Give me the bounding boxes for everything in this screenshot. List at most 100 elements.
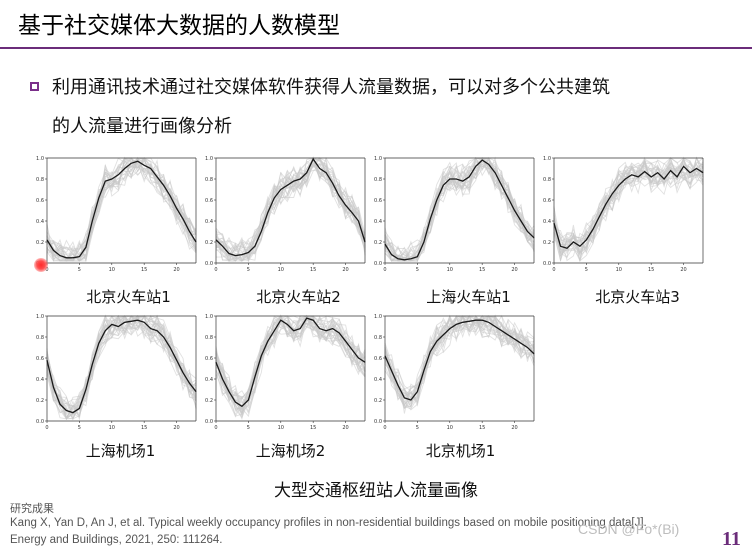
data-point — [702, 172, 704, 173]
data-point — [111, 178, 113, 180]
data-point — [92, 364, 93, 365]
data-point — [267, 212, 269, 213]
y-tick-label: 0.6 — [374, 198, 382, 204]
data-point — [235, 255, 236, 256]
data-point — [332, 328, 333, 329]
data-point — [358, 357, 359, 359]
mean-line — [215, 157, 366, 257]
x-tick-label: 0 — [383, 425, 386, 431]
chart-panel: 0.0 0.2 0.4 0.6 0.8 1.0 0 5 10 15 20 — [33, 310, 198, 435]
y-tick-label: 0.8 — [205, 335, 213, 341]
data-point — [592, 229, 594, 230]
x-tick-label: 20 — [342, 267, 348, 273]
data-point — [351, 349, 353, 350]
data-point — [85, 247, 87, 248]
data-point — [507, 334, 509, 336]
y-tick-label: 0.6 — [205, 198, 213, 204]
data-point — [494, 172, 496, 173]
data-point — [683, 166, 684, 167]
data-point — [46, 359, 48, 361]
data-point — [443, 334, 444, 336]
data-point — [520, 343, 522, 344]
y-tick-label: 0.0 — [36, 419, 44, 425]
sample-curve — [553, 159, 704, 257]
y-tick-label: 0.2 — [374, 240, 382, 246]
data-point — [456, 324, 457, 325]
chart-panel: 0.0 0.2 0.4 0.6 0.8 1.0 0 5 10 15 20 — [202, 310, 367, 435]
y-tick-label: 0.6 — [36, 356, 44, 362]
x-tick-label: 10 — [109, 425, 115, 431]
y-tick-label: 0.8 — [36, 335, 44, 341]
chart-label: 上海机场1 — [85, 442, 156, 460]
data-point — [599, 216, 600, 218]
chart-label: 上海机场2 — [255, 442, 326, 460]
sample-curve — [46, 157, 197, 262]
data-point — [137, 319, 138, 321]
x-tick-label: 10 — [447, 425, 453, 431]
data-point — [59, 255, 61, 256]
data-point — [235, 401, 236, 403]
x-tick-label: 15 — [310, 267, 316, 273]
data-point — [53, 387, 54, 388]
data-point — [182, 218, 184, 220]
y-tick-label: 0.4 — [36, 377, 44, 383]
sample-curve — [215, 157, 366, 262]
data-point — [436, 199, 438, 201]
data-point — [124, 322, 125, 323]
data-point — [169, 347, 171, 348]
data-point — [338, 195, 340, 197]
y-tick-label: 0.0 — [543, 261, 551, 267]
x-tick-label: 10 — [278, 267, 284, 273]
data-point — [274, 197, 275, 199]
data-point — [215, 361, 217, 363]
y-tick-label: 1.0 — [374, 156, 382, 162]
data-point — [475, 166, 476, 167]
sample-curve — [215, 156, 366, 262]
data-point — [449, 328, 451, 329]
data-point — [293, 180, 294, 182]
y-tick-label: 0.2 — [205, 240, 213, 246]
data-point — [143, 322, 145, 323]
chart-label: 北京火车站3 — [595, 288, 680, 306]
x-tick-label: 20 — [342, 425, 348, 431]
chart-label: 上海火车站1 — [426, 288, 511, 306]
x-tick-label: 15 — [479, 267, 485, 273]
cursor-marker-icon — [34, 258, 48, 272]
data-point — [254, 376, 256, 378]
data-point — [228, 391, 230, 392]
mean-line — [46, 160, 197, 259]
data-point — [443, 185, 444, 186]
x-tick-label: 20 — [680, 267, 686, 273]
data-point — [553, 222, 555, 224]
data-point — [118, 326, 119, 327]
data-point — [625, 178, 626, 180]
data-point — [287, 324, 288, 325]
x-tick-label: 5 — [416, 425, 419, 431]
data-point — [118, 174, 119, 176]
x-tick-label: 15 — [479, 425, 485, 431]
x-tick-label: 5 — [247, 267, 250, 273]
data-point — [176, 208, 177, 209]
data-point — [280, 319, 282, 321]
data-point — [182, 372, 184, 373]
y-tick-label: 1.0 — [374, 314, 382, 320]
data-point — [306, 317, 307, 319]
data-point — [430, 218, 431, 220]
mean-line — [46, 319, 197, 414]
data-point — [248, 252, 249, 253]
data-point — [195, 241, 197, 243]
x-tick-label: 10 — [447, 267, 453, 273]
data-point — [79, 256, 80, 257]
x-tick-label: 0 — [383, 267, 386, 273]
data-point — [527, 347, 528, 348]
data-point — [663, 178, 665, 180]
data-point — [417, 391, 418, 392]
y-tick-label: 0.6 — [36, 198, 44, 204]
mean-line — [553, 165, 704, 250]
data-point — [404, 397, 405, 399]
sample-curve — [215, 314, 366, 415]
data-point — [319, 328, 320, 329]
